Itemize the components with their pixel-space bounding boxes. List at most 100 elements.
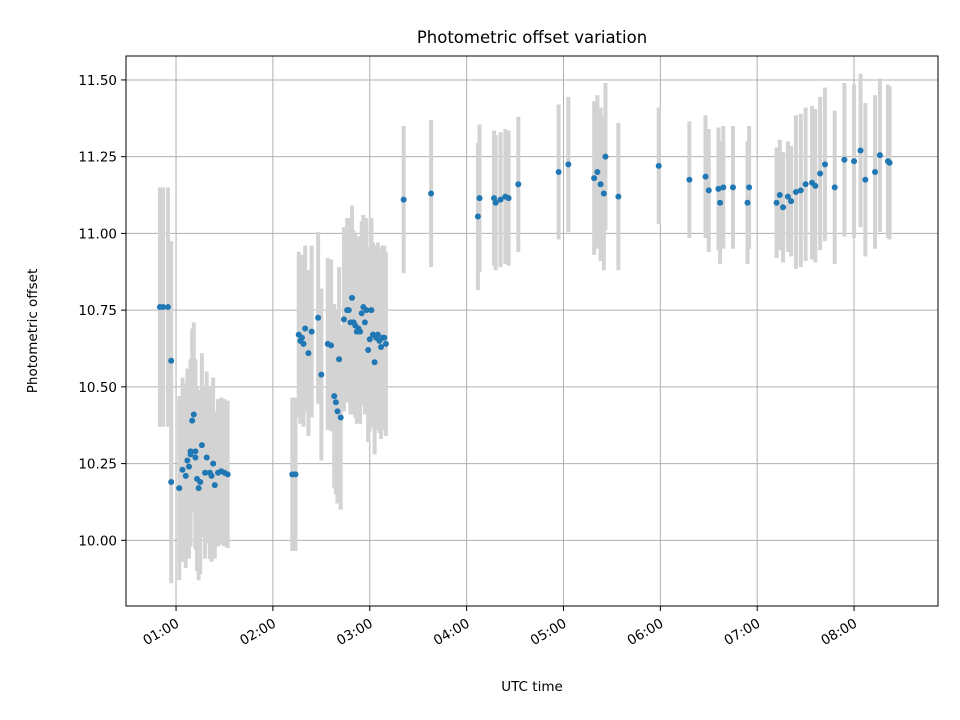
data-point xyxy=(841,156,848,163)
data-point xyxy=(776,192,783,199)
data-point xyxy=(555,169,562,176)
data-point xyxy=(336,356,343,363)
data-point xyxy=(382,340,389,347)
data-point xyxy=(886,159,893,166)
data-point xyxy=(192,454,199,461)
data-point xyxy=(594,169,601,176)
data-point xyxy=(315,314,322,321)
data-point xyxy=(476,195,483,202)
y-tick-label: 11.50 xyxy=(78,73,117,89)
data-point xyxy=(371,359,378,366)
data-point xyxy=(176,485,183,492)
y-axis-ticks: 10.00 10.25 10.50 10.75 11.00 11.25 11.50 xyxy=(78,73,126,549)
data-point xyxy=(802,181,809,188)
data-point xyxy=(474,213,481,220)
plot-frame xyxy=(125,55,939,607)
x-axis-label: UTC time xyxy=(501,679,563,695)
data-point xyxy=(357,328,364,335)
data-point xyxy=(515,181,522,188)
data-point xyxy=(773,199,780,206)
data-point xyxy=(492,199,499,206)
data-point xyxy=(686,176,693,183)
data-point xyxy=(337,414,344,421)
data-point xyxy=(797,187,804,194)
data-point xyxy=(821,161,828,168)
data-point xyxy=(300,340,307,347)
data-point xyxy=(160,304,167,311)
data-point xyxy=(872,169,879,176)
data-point xyxy=(702,173,709,180)
data-point xyxy=(831,184,838,191)
data-point xyxy=(318,371,325,378)
data-point xyxy=(366,336,373,343)
data-point xyxy=(332,399,339,406)
data-point xyxy=(211,482,218,489)
data-point xyxy=(192,448,199,455)
data-point xyxy=(505,195,512,202)
data-point xyxy=(378,343,385,350)
data-point xyxy=(428,190,435,197)
data-point xyxy=(788,198,795,205)
data-point xyxy=(334,408,341,415)
data-point xyxy=(340,316,347,323)
data-point xyxy=(208,472,215,479)
data-point xyxy=(655,162,662,169)
data-point xyxy=(331,393,338,400)
y-axis-label: Photometric offset xyxy=(25,269,41,393)
data-point xyxy=(746,184,753,191)
data-point xyxy=(857,147,864,154)
y-tick-label: 11.25 xyxy=(78,150,117,166)
data-point xyxy=(187,451,194,458)
data-point xyxy=(792,188,799,195)
data-point xyxy=(345,307,352,314)
data-point xyxy=(720,184,727,191)
data-point xyxy=(374,331,381,338)
data-point xyxy=(744,199,751,206)
data-point xyxy=(202,469,209,476)
data-point xyxy=(182,472,189,479)
data-point xyxy=(203,454,210,461)
data-points xyxy=(156,147,893,492)
data-point xyxy=(381,334,388,341)
data-point xyxy=(302,325,309,332)
data-point xyxy=(729,184,736,191)
data-point xyxy=(812,182,819,189)
data-point xyxy=(363,307,370,314)
data-point xyxy=(168,357,175,364)
data-point xyxy=(189,417,196,424)
data-point xyxy=(705,187,712,194)
data-point xyxy=(615,193,622,200)
y-tick-label: 11.00 xyxy=(78,226,117,242)
data-point xyxy=(591,175,598,182)
data-point xyxy=(400,196,407,203)
data-point xyxy=(308,328,315,335)
data-point xyxy=(851,158,858,165)
data-point xyxy=(780,204,787,211)
data-point xyxy=(168,479,175,486)
data-point xyxy=(197,479,204,486)
data-point xyxy=(164,304,171,311)
data-point xyxy=(715,185,722,192)
data-point xyxy=(717,199,724,206)
data-point xyxy=(349,294,356,301)
data-point xyxy=(361,319,368,326)
data-point xyxy=(198,442,205,449)
data-point xyxy=(210,460,217,467)
data-point xyxy=(368,307,375,314)
y-tick-label: 10.25 xyxy=(78,457,117,473)
data-point xyxy=(195,485,202,492)
chart-title: Photometric offset variation xyxy=(417,28,647,47)
data-point xyxy=(497,196,504,203)
data-point xyxy=(179,466,186,473)
data-point xyxy=(328,342,335,349)
data-point xyxy=(190,411,197,418)
data-point xyxy=(298,334,305,341)
data-point xyxy=(491,195,498,202)
data-point xyxy=(365,347,372,354)
data-point xyxy=(185,463,192,470)
y-tick-label: 10.00 xyxy=(78,533,117,549)
data-point xyxy=(292,471,299,478)
data-point xyxy=(876,152,883,159)
